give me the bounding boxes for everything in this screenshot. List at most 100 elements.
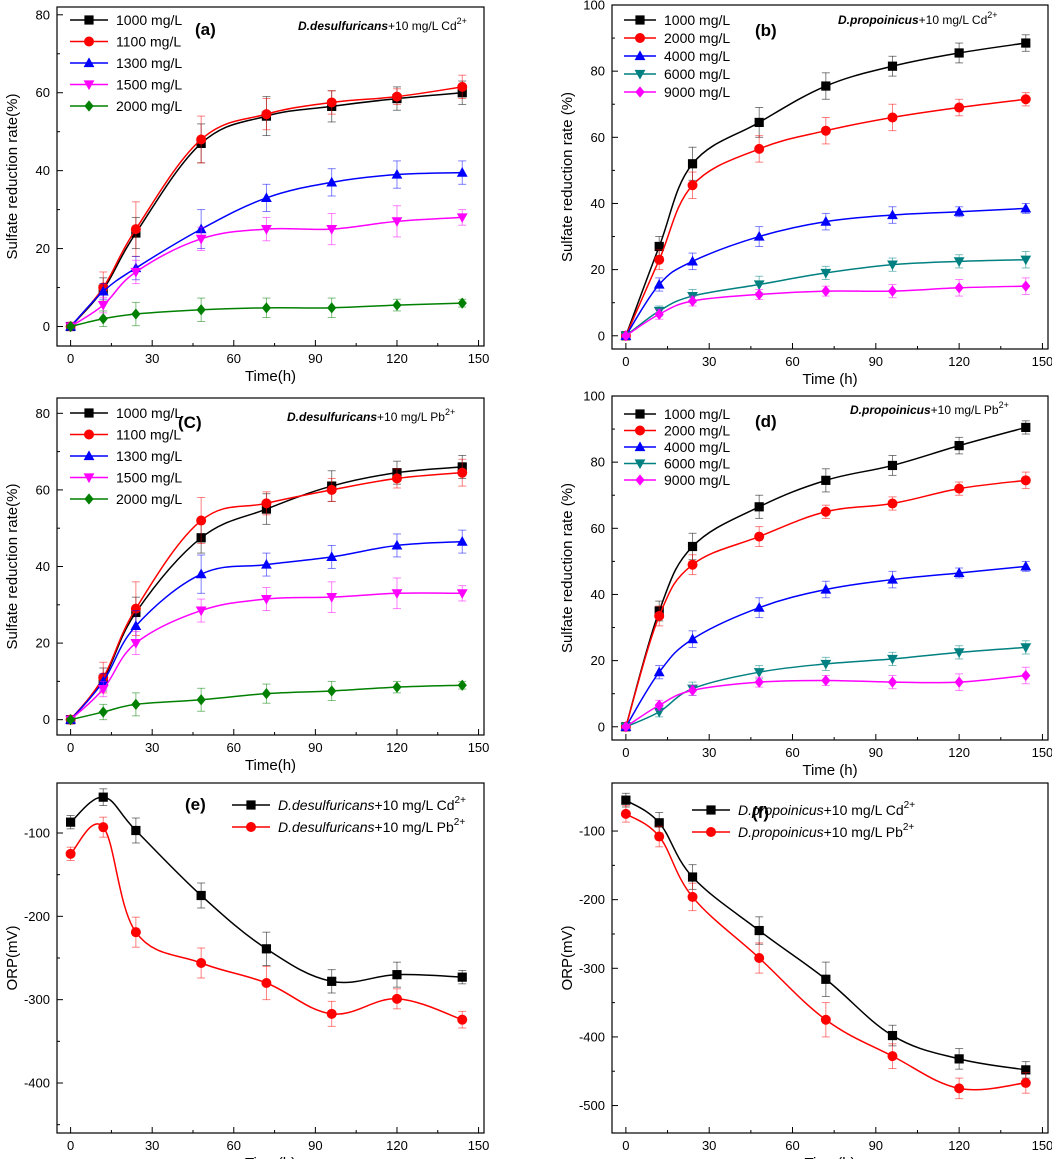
legend-label: 2000 mg/L bbox=[664, 423, 730, 439]
legend-marker bbox=[634, 69, 646, 80]
legend-marker bbox=[635, 425, 645, 436]
data-point bbox=[261, 558, 272, 569]
x-tick-label: 30 bbox=[145, 351, 159, 366]
data-point bbox=[196, 304, 206, 316]
x-tick-label: 0 bbox=[67, 740, 74, 755]
data-point bbox=[97, 684, 109, 695]
series-2 bbox=[65, 74, 468, 332]
data-point bbox=[456, 213, 468, 224]
data-point bbox=[953, 206, 965, 216]
series-1 bbox=[65, 788, 467, 994]
data-point bbox=[196, 515, 207, 526]
data-point bbox=[98, 706, 108, 718]
legend-label: 1000 mg/L bbox=[116, 405, 182, 421]
x-axis-label: Time (h) bbox=[802, 762, 857, 779]
legend-label: 1000 mg/L bbox=[116, 12, 182, 28]
data-point bbox=[196, 694, 206, 706]
legend-marker bbox=[84, 408, 94, 418]
data-point bbox=[821, 974, 831, 984]
data-point bbox=[457, 467, 468, 478]
data-point bbox=[98, 822, 109, 833]
panel-label: (C) bbox=[178, 413, 202, 432]
data-point bbox=[1020, 94, 1031, 105]
x-tick-label: 60 bbox=[785, 745, 799, 760]
data-point bbox=[327, 302, 337, 314]
data-point bbox=[754, 288, 764, 301]
series-line bbox=[70, 592, 463, 721]
legend-label-condition: +10 mg/L Pb bbox=[824, 824, 903, 840]
x-tick-label: 90 bbox=[869, 745, 883, 760]
series-2 bbox=[65, 816, 468, 1029]
data-point bbox=[887, 654, 898, 665]
x-tick-label: 60 bbox=[785, 354, 799, 369]
data-point bbox=[457, 679, 467, 691]
data-point bbox=[653, 278, 665, 289]
x-axis-label: Time(h) bbox=[245, 1155, 296, 1159]
y-tick-label: 40 bbox=[36, 163, 50, 178]
data-point bbox=[687, 872, 698, 882]
y-tick-label: -100 bbox=[24, 826, 50, 841]
data-point bbox=[1021, 38, 1031, 48]
data-point bbox=[754, 117, 764, 128]
data-point bbox=[261, 944, 272, 954]
data-point bbox=[130, 638, 142, 649]
data-point bbox=[820, 125, 831, 136]
data-point bbox=[131, 698, 141, 710]
series-line bbox=[625, 813, 1026, 1091]
data-point bbox=[954, 483, 965, 494]
x-axis-label: Time(h) bbox=[804, 1155, 855, 1159]
data-point bbox=[195, 234, 207, 245]
y-tick-label: -400 bbox=[24, 1076, 50, 1091]
x-tick-label: 150 bbox=[1032, 745, 1052, 760]
panel-title-superscript: 2+ bbox=[999, 400, 1009, 410]
legend-label: 2000 mg/L bbox=[664, 30, 730, 46]
legend-marker bbox=[83, 473, 95, 484]
series-3 bbox=[65, 529, 468, 724]
legend-label: 1000 mg/L bbox=[664, 406, 730, 422]
data-point bbox=[391, 993, 402, 1004]
data-point bbox=[65, 817, 76, 827]
legend-marker bbox=[84, 15, 94, 25]
chart-panel-1: 0 30 60 90 120 150 0 20 40 60 80 Time(h) Sulfate red… bbox=[4, 6, 489, 385]
panel-label: (b) bbox=[755, 21, 777, 40]
data-point bbox=[456, 536, 468, 546]
series-2 bbox=[620, 805, 1031, 1100]
legend: D.desulfuricans+10 mg/L Cd2+D.desulfuric… bbox=[232, 795, 466, 835]
y-tick-label: -200 bbox=[24, 909, 50, 924]
legend-label-superscript: 2+ bbox=[903, 822, 915, 833]
data-point bbox=[65, 848, 76, 859]
panel-title: D.desulfuricans+10 mg/L Pb2+ bbox=[287, 407, 455, 424]
legend-label: D.desulfuricans+10 mg/L Pb2+ bbox=[278, 817, 465, 835]
legend-label-strain: D.propoinicus bbox=[738, 824, 824, 840]
legend-label: D.propoinicus+10 mg/L Pb2+ bbox=[738, 822, 914, 840]
data-point bbox=[392, 970, 402, 980]
legend-label: 1500 mg/L bbox=[116, 77, 182, 93]
data-point bbox=[1020, 643, 1032, 653]
data-point bbox=[98, 792, 108, 802]
series-5 bbox=[65, 297, 467, 333]
legend: 1000 mg/L 1100 mg/L 1300 mg/L 1500 mg/L 2000… bbox=[70, 405, 182, 507]
plot-frame bbox=[56, 6, 485, 347]
data-point bbox=[326, 551, 338, 562]
data-point bbox=[97, 675, 109, 686]
data-point bbox=[97, 285, 109, 296]
series-4 bbox=[65, 577, 468, 726]
y-axis-label: Sulfate reduction rate(%) bbox=[4, 484, 21, 650]
x-tick-label: 90 bbox=[308, 1138, 322, 1153]
y-tick-label: 40 bbox=[36, 559, 50, 574]
data-point bbox=[954, 441, 964, 451]
y-tick-label: -500 bbox=[579, 1098, 605, 1113]
plot-frame bbox=[611, 782, 1049, 1134]
legend-label-condition: +10 mg/L Cd bbox=[375, 797, 455, 813]
data-point bbox=[261, 302, 272, 314]
data-point bbox=[130, 620, 142, 630]
panel-label: (d) bbox=[755, 412, 777, 431]
data-point bbox=[391, 91, 402, 102]
legend-label: 1100 mg/L bbox=[116, 34, 181, 50]
data-point bbox=[820, 268, 832, 279]
y-tick-label: 20 bbox=[36, 636, 50, 651]
data-point bbox=[1020, 475, 1031, 486]
data-point bbox=[326, 225, 338, 235]
y-tick-label: 100 bbox=[583, 389, 605, 404]
